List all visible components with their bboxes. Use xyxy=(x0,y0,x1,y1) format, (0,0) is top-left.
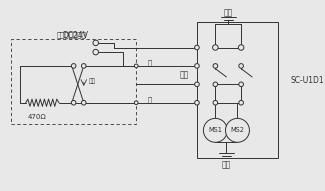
Text: マットスイッチ: マットスイッチ xyxy=(57,31,87,38)
Circle shape xyxy=(195,64,199,68)
Circle shape xyxy=(238,45,244,50)
Circle shape xyxy=(93,40,98,46)
Text: 加圧: 加圧 xyxy=(88,79,96,84)
Circle shape xyxy=(213,82,218,87)
Text: 電源: 電源 xyxy=(222,161,231,170)
Circle shape xyxy=(195,100,199,105)
Bar xyxy=(11,39,136,124)
Text: MS1: MS1 xyxy=(208,127,222,133)
Circle shape xyxy=(213,45,218,50)
Circle shape xyxy=(213,100,218,105)
Text: DC24V: DC24V xyxy=(63,31,89,40)
Text: 黒: 黒 xyxy=(148,60,152,66)
Circle shape xyxy=(93,49,98,55)
Text: オフ: オフ xyxy=(179,71,189,80)
Circle shape xyxy=(226,118,249,142)
Circle shape xyxy=(239,82,243,87)
Circle shape xyxy=(71,64,76,68)
Circle shape xyxy=(71,100,76,105)
Circle shape xyxy=(213,64,218,68)
Text: MS2: MS2 xyxy=(230,127,244,133)
Text: SC-U1D1: SC-U1D1 xyxy=(291,76,324,85)
Circle shape xyxy=(134,101,138,104)
Bar xyxy=(197,22,278,158)
Circle shape xyxy=(195,82,199,87)
Circle shape xyxy=(239,100,243,105)
Circle shape xyxy=(82,100,86,105)
Text: 白: 白 xyxy=(148,97,152,103)
Circle shape xyxy=(195,45,199,50)
Text: 470Ω: 470Ω xyxy=(27,114,46,121)
Circle shape xyxy=(239,64,243,68)
Circle shape xyxy=(134,64,138,68)
Circle shape xyxy=(82,64,86,68)
Circle shape xyxy=(203,118,227,142)
Text: 電源: 電源 xyxy=(224,8,233,17)
